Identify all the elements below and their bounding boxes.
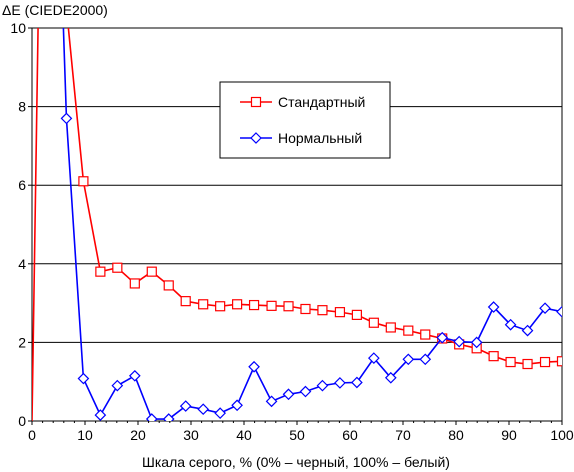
data-point: [403, 325, 414, 336]
data-point: [368, 317, 379, 328]
data-point: [453, 335, 466, 348]
plot-frame: [31, 27, 563, 422]
data-point: [78, 176, 89, 187]
legend: Стандартный Нормальный: [219, 81, 391, 159]
data-point: [162, 413, 175, 421]
data-point: [180, 296, 191, 307]
data-point: [470, 336, 483, 349]
x-tick-label: 100: [550, 427, 574, 443]
data-point: [539, 302, 551, 315]
y-tick-label: 8: [18, 99, 26, 115]
data-point: [248, 360, 260, 373]
data-point: [317, 305, 328, 316]
data-point: [197, 403, 210, 416]
data-point: [94, 409, 107, 421]
data-point: [300, 303, 311, 315]
data-point: [128, 369, 141, 382]
data-point: [146, 266, 157, 277]
x-tick-label: 0: [28, 427, 36, 443]
data-point: [505, 356, 516, 368]
legend-box: [219, 81, 391, 159]
data-point: [351, 376, 363, 389]
y-tick-label: 4: [18, 256, 26, 272]
data-point: [402, 353, 415, 366]
data-point: [111, 379, 124, 392]
x-axis-title: Шкала серого, % (0% – черный, 100% – бел…: [142, 454, 450, 470]
x-tick-label: 60: [342, 427, 358, 443]
data-point: [265, 395, 278, 408]
x-tick-label: 40: [236, 427, 252, 443]
data-point: [145, 413, 158, 421]
data-point: [266, 300, 277, 311]
data-point: [283, 301, 294, 312]
x-tick-label: 80: [448, 427, 464, 443]
data-point: [487, 301, 500, 313]
data-point: [556, 305, 562, 318]
data-point: [248, 299, 260, 311]
y-tick-label: 10: [10, 20, 26, 36]
series-line: [62, 28, 562, 420]
data-point: [198, 299, 209, 310]
data-point: [215, 301, 226, 312]
data-point: [112, 262, 123, 273]
x-tick-label: 70: [395, 427, 411, 443]
series-layer: [32, 28, 562, 421]
data-point: [419, 353, 432, 366]
data-point: [334, 307, 346, 318]
legend-label: Нормальный: [278, 130, 362, 146]
data-point: [129, 278, 140, 289]
series-line: [32, 28, 562, 421]
x-tick-label: 20: [130, 427, 146, 443]
data-point: [214, 407, 226, 419]
y-tick-label: 0: [18, 413, 26, 429]
data-point: [351, 309, 362, 320]
data-point: [232, 299, 243, 310]
data-point: [77, 372, 90, 385]
data-point: [522, 358, 533, 370]
series-2: [60, 28, 562, 421]
data-point: [282, 388, 295, 401]
legend-label: Стандартный: [278, 94, 365, 110]
y-tick-label: 2: [18, 334, 26, 350]
data-point: [556, 356, 562, 367]
data-point: [384, 371, 397, 384]
data-point: [334, 377, 346, 389]
data-point: [368, 352, 380, 364]
legend-marker: [250, 96, 262, 108]
x-tick-label: 10: [77, 427, 93, 443]
data-point: [521, 324, 534, 337]
data-point: [420, 329, 431, 340]
x-tick-label: 30: [183, 427, 199, 443]
data-point: [488, 351, 499, 362]
data-point: [299, 385, 312, 398]
data-point: [95, 266, 106, 277]
legend-marker: [250, 132, 262, 144]
data-point: [231, 399, 243, 412]
data-point: [436, 331, 449, 344]
data-point: [163, 280, 174, 291]
x-tick-label: 50: [289, 427, 305, 443]
series-1: [32, 28, 562, 421]
data-point: [179, 400, 192, 412]
data-point: [316, 379, 329, 392]
data-point: [385, 322, 396, 333]
data-point: [504, 318, 517, 331]
y-axis-title: ΔE (CIEDE2000): [2, 2, 108, 18]
grid: [32, 27, 562, 343]
x-tick-label: 90: [501, 427, 517, 443]
y-tick-label: 6: [18, 177, 26, 193]
data-point: [60, 112, 73, 125]
data-point: [539, 356, 551, 368]
